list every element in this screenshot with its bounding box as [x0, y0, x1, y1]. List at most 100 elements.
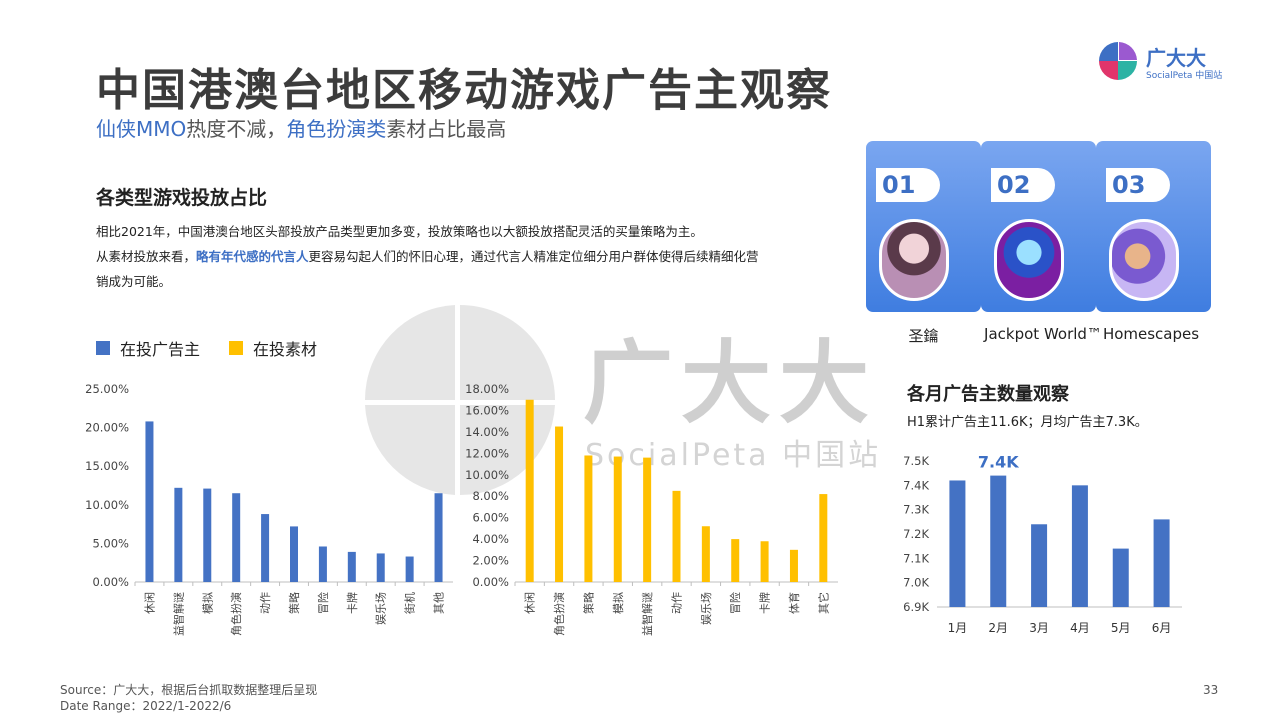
- x-tick-label: 娱乐场: [699, 592, 713, 625]
- y-tick-label: 8.00%: [472, 489, 509, 503]
- x-tick-label: 1月: [948, 621, 968, 635]
- game-name-2: Jackpot World™: [984, 325, 1102, 343]
- watermark-text: 广大大: [583, 331, 877, 436]
- bar: [731, 539, 740, 582]
- y-tick-label: 20.00%: [85, 421, 129, 435]
- x-tick-label: 角色扮演: [552, 592, 566, 636]
- date-range: Date Range：2022/1-2022/6: [60, 699, 232, 713]
- x-tick-label: 3月: [1029, 621, 1049, 635]
- y-tick-label: 0.00%: [92, 575, 129, 589]
- bar: [760, 541, 769, 582]
- paragraph-2: 从素材投放来看，略有年代感的代言人更容易勾起人们的怀旧心理，通过代言人精准定位细…: [96, 246, 759, 265]
- x-tick-label: 动作: [259, 592, 272, 614]
- paragraph-2-pre: 从素材投放来看，: [96, 249, 197, 264]
- watermark-subtext: SocialPeta 中国站: [585, 438, 882, 473]
- game-card-2[interactable]: 02: [981, 141, 1096, 312]
- bar: [584, 455, 593, 582]
- bar: [1071, 485, 1088, 607]
- bar: [643, 457, 652, 582]
- x-tick-label: 卡牌: [758, 592, 772, 614]
- x-tick-label: 休闲: [142, 592, 156, 614]
- game-rank-1: 01: [876, 168, 940, 202]
- bar: [347, 551, 356, 582]
- x-tick-label: 娱乐场: [374, 592, 388, 625]
- bar: [232, 493, 241, 582]
- chart-creative-share: 0.00% 2.00% 4.00% 6.00% 8.00% 10.00% 12.00% 14.…: [465, 382, 838, 636]
- y-tick-label: 7.5K: [903, 454, 929, 468]
- x-tick-label: 模拟: [200, 592, 214, 614]
- bar: [1153, 519, 1170, 607]
- x-tick-label: 动作: [671, 592, 684, 614]
- game-icon-3: [1109, 219, 1179, 301]
- y-tick-label: 25.00%: [85, 382, 129, 396]
- bar: [318, 546, 327, 582]
- x-tick-label: 益智解谜: [640, 592, 654, 636]
- y-tick-label: 7.0K: [903, 576, 929, 590]
- bar: [672, 490, 681, 582]
- monthly-description: H1累计广告主11.6K；月均广告主7.3K。: [907, 415, 1148, 430]
- source-note: Source：广大大，根据后台抓取数据整理后呈现: [60, 683, 318, 697]
- bar: [174, 487, 183, 582]
- y-tick-label: 18.00%: [465, 382, 509, 396]
- page-number: 33: [1203, 683, 1219, 697]
- x-tick-label: 策略: [581, 592, 595, 614]
- x-tick-label: 策略: [287, 592, 301, 614]
- bar: [613, 456, 622, 582]
- y-tick-label: 6.00%: [472, 511, 509, 525]
- game-icon-2: [994, 219, 1064, 301]
- watermark-logo-icon: [364, 305, 555, 496]
- y-tick-label: 16.00%: [465, 403, 509, 417]
- bar: [203, 488, 212, 582]
- y-tick-label: 4.00%: [472, 532, 509, 546]
- bar: [376, 553, 385, 582]
- bar: [261, 514, 270, 582]
- chart-advertiser-share: 0.00% 5.00% 10.00% 15.00% 20.00% 25.00% 休闲 益智解谜…: [85, 382, 453, 636]
- paragraph-2-highlight: 略有年代感的代言人: [196, 249, 309, 264]
- y-tick-label: 6.9K: [903, 600, 929, 614]
- paragraph-3: 销成为可能。: [96, 274, 172, 289]
- x-tick-label: 模拟: [611, 592, 625, 614]
- section-title: 各类型游戏投放占比: [96, 187, 268, 209]
- y-tick-label: 2.00%: [472, 554, 509, 568]
- bar: [290, 526, 298, 582]
- bar: [555, 426, 564, 582]
- y-tick-label: 7.1K: [903, 551, 929, 565]
- bar: [1031, 524, 1048, 607]
- game-card-3[interactable]: 03: [1096, 141, 1211, 312]
- logo-icon: [1099, 42, 1137, 80]
- legend-label-creatives: 在投素材: [253, 340, 318, 359]
- page-subtitle: 仙侠MMO热度不减，角色扮演类素材占比最高: [96, 113, 506, 142]
- legend-creatives: 在投素材: [229, 336, 317, 360]
- y-tick-label: 10.00%: [465, 468, 509, 482]
- monthly-title: 各月广告主数量观察: [907, 384, 1069, 405]
- bar: [525, 399, 534, 582]
- legend-advertisers: 在投广告主: [96, 336, 200, 360]
- page-title: 中国港澳台地区移动游戏广告主观察: [96, 65, 832, 116]
- game-rank-2: 02: [991, 168, 1055, 202]
- subtitle-highlight-1: 仙侠MMO: [96, 117, 187, 141]
- game-card-1[interactable]: 01: [866, 141, 981, 312]
- y-tick-label: 7.2K: [903, 527, 929, 541]
- game-name-1: 圣鑰: [908, 327, 939, 345]
- bar: [949, 480, 966, 607]
- x-tick-label: 角色扮演: [229, 592, 243, 636]
- legend-swatch-blue: [96, 341, 110, 355]
- x-tick-label: 其他: [433, 592, 446, 614]
- data-label: 7.4K: [978, 453, 1019, 472]
- subtitle-highlight-2: 角色扮演类: [286, 117, 387, 141]
- logo-name: 广大大: [1146, 46, 1206, 70]
- bar: [145, 421, 154, 582]
- x-tick-label: 休闲: [523, 592, 537, 614]
- y-tick-label: 5.00%: [92, 536, 129, 550]
- x-tick-label: 2月: [988, 621, 1008, 635]
- paragraph-1: 相比2021年，中国港澳台地区头部投放产品类型更加多变，投放策略也以大额投放搭配…: [96, 224, 703, 239]
- y-tick-label: 7.4K: [903, 478, 929, 492]
- bar: [405, 556, 414, 582]
- game-rank-3: 03: [1106, 168, 1170, 202]
- chart-monthly-advertisers: 6.9K 7.0K 7.1K 7.2K 7.3K 7.4K 7.5K 1月 2月 7.4K 3月 4月…: [903, 453, 1182, 635]
- bar: [819, 494, 828, 582]
- game-icon-1: [879, 219, 949, 301]
- x-tick-label: 冒险: [728, 592, 742, 614]
- paragraph-2-post: 更容易勾起人们的怀旧心理，通过代言人精准定位细分用户群体使得后续精细化营: [308, 249, 759, 264]
- subtitle-text-1: 热度不减，: [186, 117, 287, 141]
